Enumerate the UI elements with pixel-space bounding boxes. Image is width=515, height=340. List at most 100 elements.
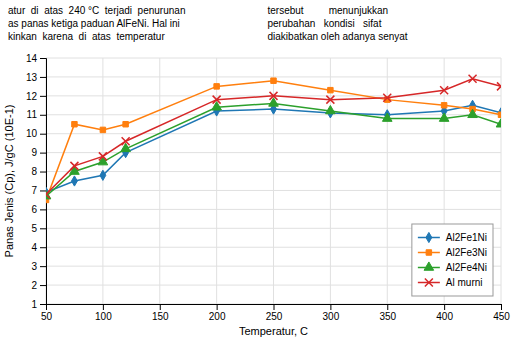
point <box>70 162 78 170</box>
tick-label: 50 <box>41 311 53 322</box>
tick-label: 13 <box>26 72 38 83</box>
tick-label: 200 <box>209 311 226 322</box>
tick-label: 14 <box>26 53 38 64</box>
tick-label: 5 <box>31 223 37 234</box>
legend-label: Al murni <box>446 277 483 288</box>
tick-label: 7 <box>31 185 37 196</box>
legend-label: Al2Fe4Ni <box>446 262 487 273</box>
tick: 11 <box>27 109 46 120</box>
annotation: perubahan kondisi sifat <box>268 18 382 29</box>
grid-line <box>387 58 388 304</box>
tick-label: 100 <box>95 311 112 322</box>
tick-mark <box>40 77 46 78</box>
grid-line <box>159 58 160 304</box>
tick-mark <box>40 266 46 267</box>
point <box>72 121 77 126</box>
grid-line <box>46 76 501 77</box>
point <box>496 119 501 127</box>
tick: 400 <box>436 304 453 322</box>
tick: 200 <box>209 304 226 322</box>
point <box>328 87 333 92</box>
tick: 8 <box>31 166 46 177</box>
point <box>270 92 278 100</box>
legend-label: Al2Fe1Ni <box>446 232 487 243</box>
tick-mark <box>40 153 46 154</box>
line <box>46 81 501 200</box>
line <box>46 103 501 196</box>
legend-marker <box>426 250 431 255</box>
tick-mark <box>501 304 502 310</box>
tick-mark <box>40 115 46 116</box>
grid-line <box>46 190 501 191</box>
line <box>46 79 501 194</box>
tick-mark <box>40 172 46 173</box>
chart: atur di atas 240 °C terjadi penurunanas … <box>0 0 515 340</box>
grid-line <box>501 58 502 304</box>
tick: 12 <box>26 91 46 102</box>
tick-mark <box>40 285 46 286</box>
axis-line <box>47 305 502 311</box>
tick: 4 <box>31 242 46 253</box>
tick-mark <box>160 304 161 310</box>
tick-label: 350 <box>379 311 396 322</box>
point <box>100 170 106 180</box>
tick-label: 250 <box>266 311 283 322</box>
point <box>123 121 128 126</box>
tick: 7 <box>31 185 46 196</box>
grid-line <box>46 152 501 153</box>
tick-mark <box>40 190 46 191</box>
tick-label: 300 <box>323 311 340 322</box>
point <box>100 127 105 132</box>
tick-mark <box>330 304 331 310</box>
grid <box>46 58 501 304</box>
point <box>213 96 221 104</box>
tick-mark <box>40 96 46 97</box>
tick-label: 3 <box>31 261 37 272</box>
point <box>99 152 107 160</box>
tick-label: 450 <box>493 311 510 322</box>
tick-mark <box>40 58 46 59</box>
grid-line <box>46 171 501 172</box>
x-axis: 50 100 150 200 250 300 350 400 450 <box>41 304 510 322</box>
tick-label: 10 <box>26 128 38 139</box>
tick: 50 <box>41 304 53 322</box>
tick-mark <box>40 209 46 210</box>
tick-label: 12 <box>26 91 38 102</box>
tick-label: 11 <box>27 109 38 120</box>
point <box>498 108 501 118</box>
tick-mark <box>274 304 275 310</box>
point <box>326 96 334 104</box>
marks <box>46 75 501 203</box>
tick: 350 <box>379 304 396 322</box>
tick-label: 9 <box>31 147 37 158</box>
tick-mark <box>40 134 46 135</box>
tick-label: 150 <box>152 311 169 322</box>
tick-mark <box>444 304 445 310</box>
tick-label: 1 <box>31 299 37 310</box>
legend-marker <box>424 262 434 270</box>
tick-mark <box>103 304 104 310</box>
legend-marker <box>425 279 433 287</box>
tick-mark <box>40 247 46 248</box>
tick-mark <box>217 304 218 310</box>
tick-mark <box>40 228 46 229</box>
point <box>382 113 392 121</box>
point <box>383 94 391 102</box>
annotation: atur di atas 240 °C terjadi penurunan <box>8 5 185 16</box>
tick-label: 2 <box>31 280 37 291</box>
point <box>439 113 449 121</box>
legend-box <box>412 224 493 296</box>
axis-line <box>40 59 47 305</box>
tick: 6 <box>31 204 46 215</box>
grid-line <box>46 133 501 134</box>
tick: 250 <box>266 304 283 322</box>
annotation: kinkan karena di atas temperatur <box>8 31 165 42</box>
tick: 3 <box>31 261 46 272</box>
tick: 14 <box>26 53 46 64</box>
y-axis: 1234567891011121314 <box>26 53 47 310</box>
grid-line <box>330 58 331 304</box>
point <box>122 137 130 145</box>
grid-line <box>46 58 501 59</box>
tick: 13 <box>26 72 46 83</box>
point <box>326 105 336 113</box>
